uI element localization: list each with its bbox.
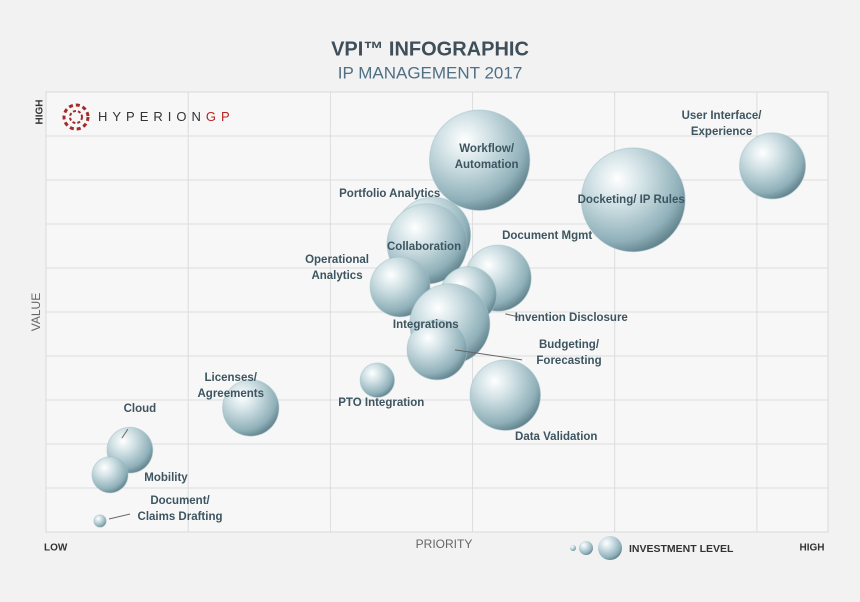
leader-line xyxy=(121,428,129,439)
legend: INVESTMENT LEVEL xyxy=(570,536,734,560)
bubble-label: User Interface/Experience xyxy=(682,110,763,138)
label-line: Integrations xyxy=(393,319,459,331)
label-line: PTO Integration xyxy=(338,397,424,409)
label-line: Collaboration xyxy=(387,241,461,253)
bubble-label: Workflow/Automation xyxy=(455,143,519,171)
bubble-label: Cloud xyxy=(124,403,157,415)
bubble-label: Mobility xyxy=(144,472,188,484)
label-line: Docketing/ IP Rules xyxy=(578,194,685,206)
logo: HYPERIONGP xyxy=(62,103,235,131)
bubble-label: PTO Integration xyxy=(338,397,424,409)
logo-word: HYPERION xyxy=(98,109,206,124)
label-line: Invention Disclosure xyxy=(515,312,628,324)
bubble xyxy=(91,456,129,494)
chart-subtitle: IP MANAGEMENT 2017 xyxy=(338,63,523,82)
x-axis-label: PRIORITY xyxy=(416,537,473,551)
bubble-label: Budgeting/Forecasting xyxy=(536,339,601,367)
bubble-label: Document Mgmt xyxy=(502,230,592,242)
legend-bubble xyxy=(570,545,576,551)
bubble xyxy=(580,147,686,253)
bubble xyxy=(222,379,280,437)
bubble-label: Data Validation xyxy=(515,431,597,443)
label-line: Agreements xyxy=(198,388,264,400)
label-line: Document/ xyxy=(150,495,210,507)
label-line: Budgeting/ xyxy=(539,339,600,351)
label-line: Portfolio Analytics xyxy=(339,188,440,200)
bubble xyxy=(428,109,531,211)
bubble xyxy=(359,362,395,398)
bubble-label: Operational Analytics xyxy=(305,254,369,282)
bubble-label: Portfolio Analytics xyxy=(339,188,440,200)
label-line: Analytics xyxy=(311,270,362,282)
bubble xyxy=(469,359,541,431)
bubble xyxy=(739,132,807,200)
logo-mark xyxy=(69,110,83,124)
label-line: Forecasting xyxy=(536,355,601,367)
leader-line xyxy=(505,313,519,318)
legend-bubble xyxy=(579,541,593,555)
x-tick-label: LOW xyxy=(44,543,68,554)
leader-line xyxy=(108,513,131,520)
bubble-label: Docketing/ IP Rules xyxy=(578,194,685,206)
logo-word: GP xyxy=(206,109,235,124)
bubble-label: Integrations xyxy=(393,319,459,331)
y-tick-label: HIGH xyxy=(35,100,46,125)
label-line: Claims Drafting xyxy=(138,511,223,523)
bubble xyxy=(93,514,107,528)
label-line: Workflow/ xyxy=(459,143,515,155)
y-axis-label: VALUE xyxy=(29,293,43,331)
label-line: Mobility xyxy=(144,472,188,484)
label-line: Data Validation xyxy=(515,431,597,443)
bubble-label: Document/Claims Drafting xyxy=(138,495,223,523)
legend-label: INVESTMENT LEVEL xyxy=(629,543,734,555)
label-line: Document Mgmt xyxy=(502,230,592,242)
label-line: Automation xyxy=(455,159,519,171)
label-line: Operational xyxy=(305,254,369,266)
legend-bubble xyxy=(598,536,622,560)
label-line: Licenses/ xyxy=(205,372,258,384)
bubble-label: Invention Disclosure xyxy=(515,312,628,324)
bubble-label: Licenses/Agreements xyxy=(198,372,264,400)
x-tick-label: HIGH xyxy=(800,543,825,554)
logo-mark xyxy=(62,103,90,131)
chart-title: VPI™ INFOGRAPHIC xyxy=(331,38,529,60)
bubble xyxy=(369,256,431,318)
label-line: User Interface/ xyxy=(682,110,763,122)
label-line: Cloud xyxy=(124,403,157,415)
bubble xyxy=(406,319,468,381)
bubble-label: Collaboration xyxy=(387,241,461,253)
logo-text: HYPERIONGP xyxy=(98,109,235,124)
leader-line xyxy=(454,349,523,361)
label-line: Experience xyxy=(691,126,752,138)
